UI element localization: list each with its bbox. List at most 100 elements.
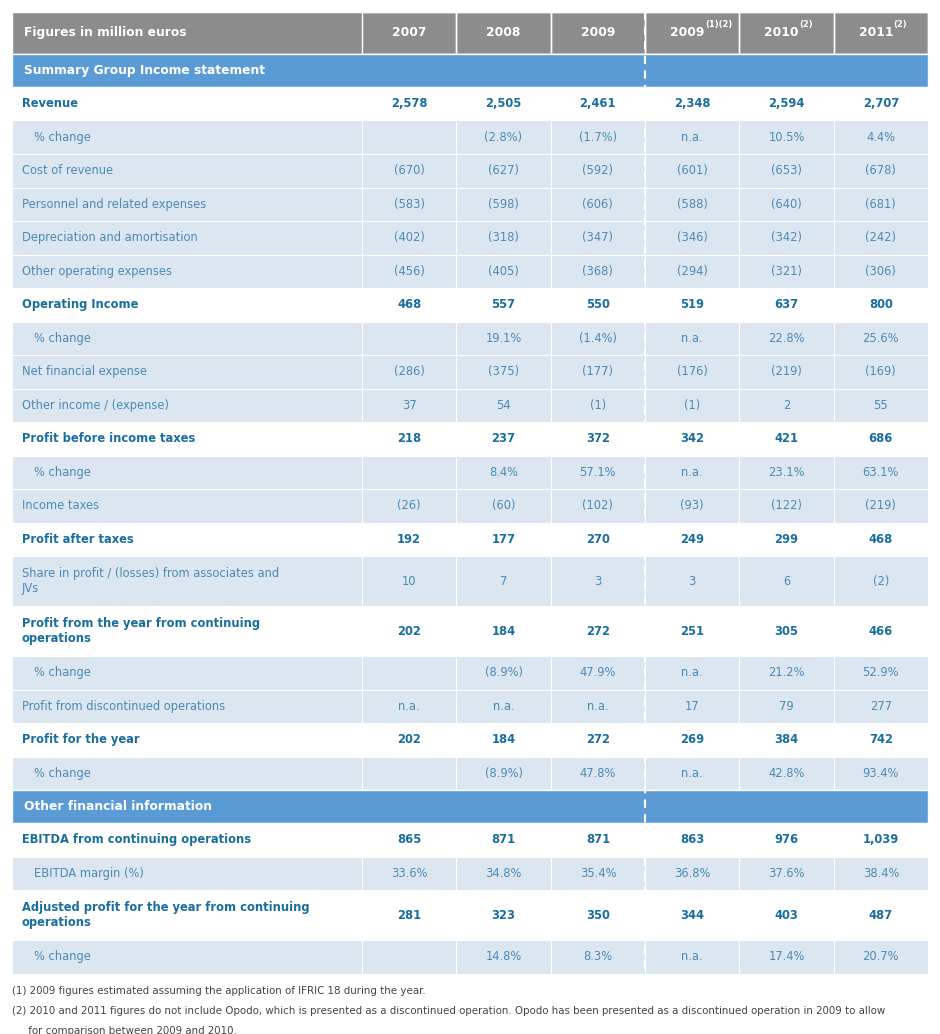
Bar	[12, 606, 362, 656]
Bar	[456, 322, 551, 355]
Bar	[645, 12, 740, 54]
Bar	[456, 940, 551, 973]
Bar	[834, 723, 928, 757]
Text: (219): (219)	[866, 499, 896, 512]
Text: (375): (375)	[488, 365, 519, 378]
Bar	[12, 489, 362, 522]
Text: Operating Income: Operating Income	[22, 298, 138, 311]
Bar	[834, 690, 928, 723]
Bar	[834, 87, 928, 121]
Bar	[740, 322, 834, 355]
Bar	[362, 288, 456, 322]
Bar	[12, 757, 362, 790]
Text: 3: 3	[594, 575, 602, 587]
Text: EBITDA margin (%): EBITDA margin (%)	[34, 866, 144, 880]
Text: 25.6%: 25.6%	[863, 332, 899, 344]
Bar	[362, 606, 456, 656]
Bar	[12, 121, 362, 154]
Bar	[645, 422, 740, 456]
Bar	[362, 522, 456, 556]
Bar	[551, 389, 645, 422]
Text: 202: 202	[398, 625, 421, 638]
Bar	[740, 154, 834, 187]
Bar	[551, 690, 645, 723]
Bar	[551, 456, 645, 489]
Bar	[740, 890, 834, 940]
Text: (588): (588)	[677, 197, 708, 211]
Text: Revenue: Revenue	[22, 97, 78, 111]
Bar	[362, 556, 456, 606]
Text: (456): (456)	[394, 265, 425, 278]
Bar	[12, 856, 362, 890]
Text: 269: 269	[681, 733, 704, 747]
Bar	[551, 940, 645, 973]
Bar	[834, 656, 928, 690]
Text: 403: 403	[775, 909, 798, 921]
Text: (1)(2): (1)(2)	[705, 21, 732, 30]
Text: 57.1%: 57.1%	[580, 465, 616, 479]
Bar	[740, 856, 834, 890]
Text: 742: 742	[869, 733, 893, 747]
Text: 218: 218	[397, 432, 421, 446]
Text: 344: 344	[681, 909, 704, 921]
Text: 3: 3	[688, 575, 696, 587]
Bar	[740, 940, 834, 973]
Bar	[834, 288, 928, 322]
Bar	[740, 489, 834, 522]
Bar	[551, 522, 645, 556]
Bar	[834, 187, 928, 221]
Text: (242): (242)	[866, 232, 897, 244]
Bar	[740, 221, 834, 254]
Text: 6: 6	[783, 575, 791, 587]
Text: Personnel and related expenses: Personnel and related expenses	[22, 197, 206, 211]
Text: 22.8%: 22.8%	[768, 332, 805, 344]
Text: 299: 299	[775, 533, 798, 546]
Bar	[740, 823, 834, 856]
Text: (2): (2)	[799, 21, 813, 30]
Bar	[456, 87, 551, 121]
Bar	[834, 556, 928, 606]
Text: n.a.: n.a.	[493, 700, 514, 712]
Text: 2008: 2008	[486, 27, 521, 39]
Bar	[12, 790, 928, 823]
Text: 47.8%: 47.8%	[580, 767, 616, 780]
Bar	[456, 723, 551, 757]
Text: Other income / (expense): Other income / (expense)	[22, 399, 169, 412]
Text: (93): (93)	[681, 499, 704, 512]
Text: 323: 323	[492, 909, 515, 921]
Text: (583): (583)	[394, 197, 425, 211]
Bar	[362, 322, 456, 355]
Bar	[362, 187, 456, 221]
Bar	[456, 757, 551, 790]
Text: Other operating expenses: Other operating expenses	[22, 265, 172, 278]
Bar	[12, 690, 362, 723]
Text: 8.3%: 8.3%	[584, 950, 612, 964]
Text: 47.9%: 47.9%	[580, 666, 616, 679]
Bar	[12, 389, 362, 422]
Bar	[740, 606, 834, 656]
Text: Other financial information: Other financial information	[24, 800, 212, 813]
Text: 34.8%: 34.8%	[485, 866, 522, 880]
Bar	[834, 856, 928, 890]
Text: (402): (402)	[394, 232, 425, 244]
Bar	[834, 940, 928, 973]
Text: Profit for the year: Profit for the year	[22, 733, 140, 747]
Text: (294): (294)	[677, 265, 708, 278]
Bar	[551, 656, 645, 690]
Text: % change: % change	[34, 332, 91, 344]
Text: 8.4%: 8.4%	[489, 465, 518, 479]
Text: 37: 37	[401, 399, 416, 412]
Text: 2009: 2009	[581, 27, 615, 39]
Bar	[12, 823, 362, 856]
Bar	[362, 87, 456, 121]
Text: Profit from discontinued operations: Profit from discontinued operations	[22, 700, 225, 712]
Bar	[362, 254, 456, 288]
Bar	[456, 456, 551, 489]
Text: 2,505: 2,505	[485, 97, 522, 111]
Text: 21.2%: 21.2%	[768, 666, 805, 679]
Text: 519: 519	[681, 298, 704, 311]
Text: 305: 305	[775, 625, 798, 638]
Text: % change: % change	[34, 465, 91, 479]
Text: 865: 865	[397, 833, 421, 846]
Text: 54: 54	[496, 399, 510, 412]
